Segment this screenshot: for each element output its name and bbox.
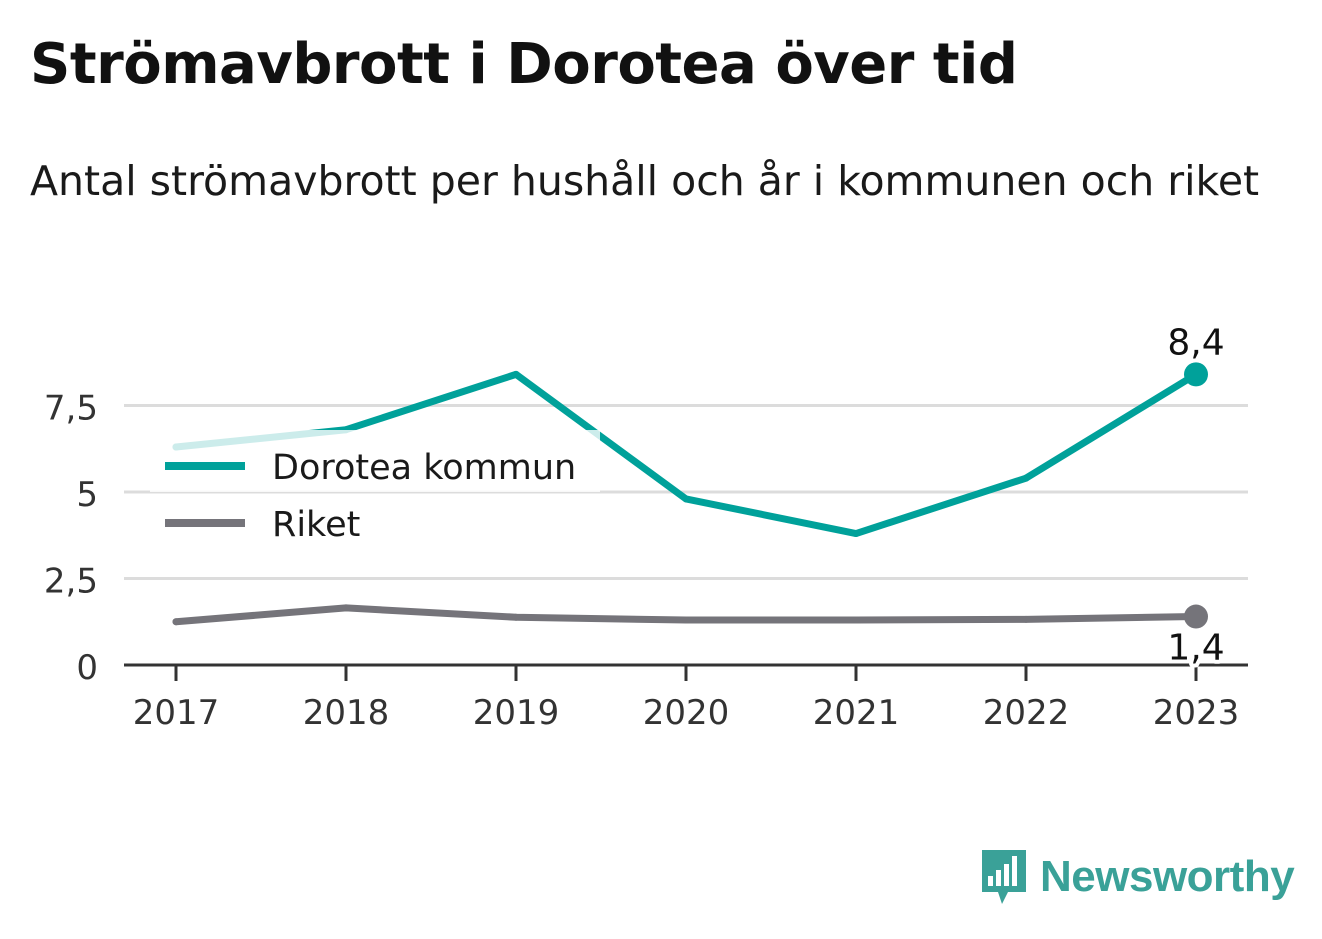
x-tick-label: 2017 <box>133 693 220 733</box>
brand-name: Newsworthy <box>1040 852 1295 901</box>
data-point-riket <box>512 613 520 621</box>
data-point-dorotea <box>682 495 690 503</box>
data-point-dorotea <box>1022 474 1030 482</box>
y-tick-label: 5 <box>76 475 98 515</box>
x-tick-label: 2019 <box>473 693 560 733</box>
data-point-riket <box>1022 615 1030 623</box>
end-value-label: 8,4 <box>1167 322 1224 363</box>
data-point-dorotea <box>1184 362 1208 387</box>
data-point-riket <box>342 604 350 612</box>
data-point-riket <box>852 616 860 624</box>
data-point-dorotea <box>852 530 860 538</box>
legend-label: Dorotea kommun <box>272 448 576 488</box>
brand-logo: Newsworthy <box>978 846 1295 908</box>
data-point-riket <box>172 618 180 626</box>
y-tick-label: 0 <box>76 648 98 688</box>
end-value-halo: 1,4 <box>1167 628 1224 669</box>
x-tick-label: 2022 <box>983 693 1070 733</box>
end-value-label: 1,4 <box>1167 628 1224 669</box>
legend-label: Riket <box>272 505 360 545</box>
chart-subtitle: Antal strömavbrott per hushåll och år i … <box>30 157 1260 205</box>
x-tick-label: 2023 <box>1153 693 1240 733</box>
y-tick-label: 2,5 <box>44 562 98 602</box>
chart-title: Strömavbrott i Dorotea över tid <box>30 32 1018 97</box>
x-tick-label: 2020 <box>643 693 730 733</box>
x-tick-label: 2018 <box>303 693 390 733</box>
y-tick-label: 7,5 <box>44 389 98 429</box>
data-point-riket <box>682 616 690 624</box>
x-tick-label: 2021 <box>813 693 900 733</box>
legend-background <box>150 430 600 492</box>
data-point-dorotea <box>512 370 520 378</box>
newsworthy-logo-icon <box>982 850 1026 904</box>
data-point-riket <box>1184 604 1208 629</box>
